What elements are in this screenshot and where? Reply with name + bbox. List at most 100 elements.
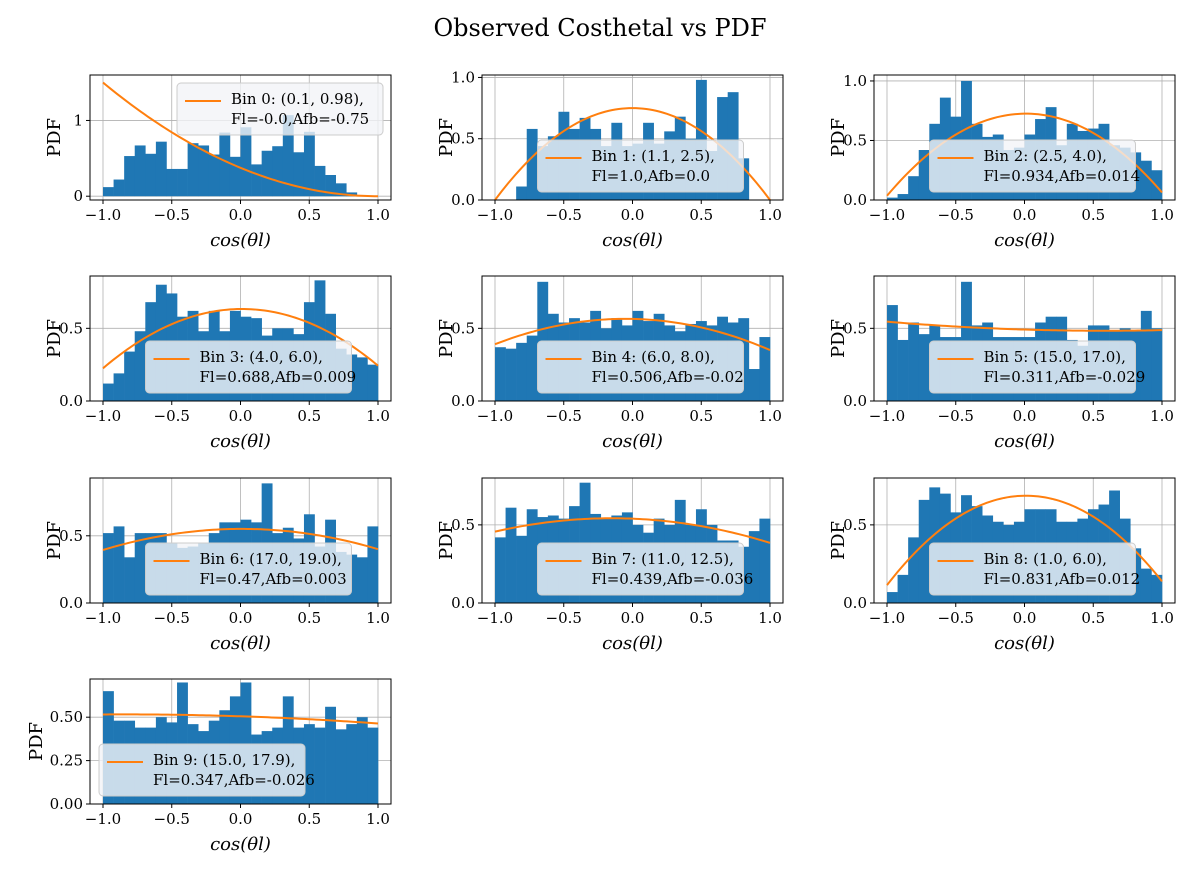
y-tick-label: 0.5 (451, 516, 475, 534)
histogram-bar (759, 518, 771, 603)
x-tick-label: −1.0 (477, 206, 513, 224)
legend-text-line: Fl=1.0,Afb=0.0 (592, 167, 711, 185)
y-tick-label: 0.0 (451, 191, 475, 209)
legend-text-line: Fl=0.47,Afb=0.003 (200, 570, 347, 588)
x-tick-label: −1.0 (477, 609, 513, 627)
histogram-bar (356, 557, 368, 603)
x-tick-label: −1.0 (477, 407, 513, 425)
legend-box (145, 542, 352, 596)
histogram-bar (495, 347, 506, 401)
y-tick-label: 0.00 (50, 795, 83, 813)
histogram-bar (887, 592, 898, 603)
x-tick-label: 1.0 (1150, 407, 1174, 425)
histogram-bar (918, 499, 930, 603)
histogram-bar (516, 186, 528, 200)
histogram-bar (1140, 160, 1152, 200)
legend-text-line: Fl=0.831,Afb=0.012 (984, 570, 1141, 588)
x-tick-label: −0.5 (154, 609, 190, 627)
x-tick-label: 0.5 (1081, 407, 1105, 425)
histogram-bar (251, 164, 262, 197)
x-tick-label: 0.0 (1013, 609, 1037, 627)
x-tick-label: −0.5 (154, 206, 190, 224)
x-tick-label: 1.0 (758, 206, 782, 224)
histogram-bar (367, 727, 379, 804)
histogram-bar (516, 342, 528, 401)
x-tick-label: 0.0 (621, 609, 645, 627)
legend-text-line: Fl=0.506,Afb=-0.02 (592, 368, 744, 386)
histogram-bar (759, 337, 771, 401)
histogram-bar (166, 168, 178, 197)
histogram-bar (134, 533, 146, 603)
fit-curve (102, 527, 379, 551)
subplot-0: −1.0 −0.5 0.0 0.5 1.0 0 1 cos(θl) PDF Bin 0: (0.1… (44, 74, 392, 251)
histogram-bar (516, 535, 528, 603)
x-tick-label: 0.5 (689, 206, 713, 224)
histogram-bar (219, 132, 231, 197)
histogram-bar (282, 115, 294, 197)
x-tick-label: −0.5 (938, 206, 974, 224)
y-tick-label: 0.0 (59, 594, 83, 612)
x-tick-label: −0.5 (546, 609, 582, 627)
histogram (103, 115, 358, 197)
legend-text-line: Bin 0: (0.1, 0.98), (231, 90, 364, 108)
histogram-bar (187, 143, 199, 197)
histogram-bar (198, 145, 210, 197)
x-tick-label: −1.0 (85, 407, 121, 425)
x-tick-label: 1.0 (366, 206, 390, 224)
histogram-bar (505, 507, 517, 603)
y-tick-label: 0.5 (451, 130, 475, 148)
x-tick-label: 0.0 (1013, 407, 1037, 425)
x-axis-label: cos(θl) (210, 834, 271, 855)
histogram-bar (229, 156, 241, 197)
y-tick-label: 1 (73, 111, 83, 129)
x-tick-label: 1.0 (366, 609, 390, 627)
x-tick-label: −1.0 (85, 609, 121, 627)
y-tick-label: 0.5 (843, 516, 867, 534)
y-axis-label: PDF (828, 521, 849, 560)
x-axis-label: cos(θl) (994, 431, 1055, 452)
x-tick-label: 0.5 (689, 609, 713, 627)
x-axis-label: cos(θl) (210, 230, 271, 251)
y-tick-label: 1.0 (451, 68, 475, 86)
histogram-bar (134, 331, 146, 401)
legend-text-line: Bin 9: (15.0, 17.9), (153, 751, 295, 769)
histogram-bar (272, 146, 284, 197)
x-tick-label: −0.5 (154, 810, 190, 828)
legend-text-line: Fl=-0.0,Afb=-0.75 (231, 110, 369, 128)
histogram-bar (526, 509, 538, 603)
legend-text-line: Bin 5: (15.0, 17.0), (984, 348, 1126, 366)
legend-text-line: Bin 8: (1.0, 6.0), (984, 550, 1107, 568)
y-tick-label: 0.25 (50, 752, 83, 770)
histogram-bar (124, 557, 136, 603)
histogram-bar (897, 194, 909, 200)
histogram-bar (314, 165, 326, 197)
x-tick-label: 1.0 (1150, 609, 1174, 627)
y-axis-label: PDF (44, 118, 65, 157)
legend: Bin 7: (11.0, 12.5), Fl=0.439,Afb=-0.036 (537, 542, 753, 596)
subplot-4: −1.0 −0.5 0.0 0.5 1.0 0.0 0.5 cos(θl) PDF Bin 4: … (436, 275, 784, 452)
legend: Bin 1: (1.1, 2.5), Fl=1.0,Afb=0.0 (537, 139, 744, 193)
y-tick-label: 0.0 (843, 594, 867, 612)
fit-curve (494, 317, 771, 351)
x-tick-label: 1.0 (758, 609, 782, 627)
x-tick-label: 0.0 (621, 206, 645, 224)
histogram-bar (748, 531, 760, 603)
figure-title: Observed Costhetal vs PDF (433, 14, 766, 42)
y-tick-label: 1.0 (843, 72, 867, 90)
x-tick-label: 0.0 (1013, 206, 1037, 224)
fit-curve (886, 494, 1163, 586)
histogram-bar (1151, 574, 1163, 603)
x-tick-label: −0.5 (546, 407, 582, 425)
histogram-bar (261, 150, 273, 197)
y-axis-label: PDF (436, 118, 457, 157)
subplot-2: −1.0 −0.5 0.0 0.5 1.0 0.0 0.5 1.0 cos(θl) PDF Bin … (828, 72, 1176, 251)
subplot-3: −1.0 −0.5 0.0 0.5 1.0 0.0 0.5 cos(θl) PDF Bin 3: … (44, 275, 392, 452)
x-tick-label: −1.0 (869, 407, 905, 425)
y-tick-label: 0.5 (843, 131, 867, 149)
histogram-bar (1151, 328, 1163, 401)
histogram-bar (908, 176, 920, 200)
y-axis-label: PDF (436, 521, 457, 560)
legend-box (537, 340, 744, 394)
histogram-bar (1140, 568, 1152, 603)
legend-text-line: Bin 7: (11.0, 12.5), (592, 550, 734, 568)
